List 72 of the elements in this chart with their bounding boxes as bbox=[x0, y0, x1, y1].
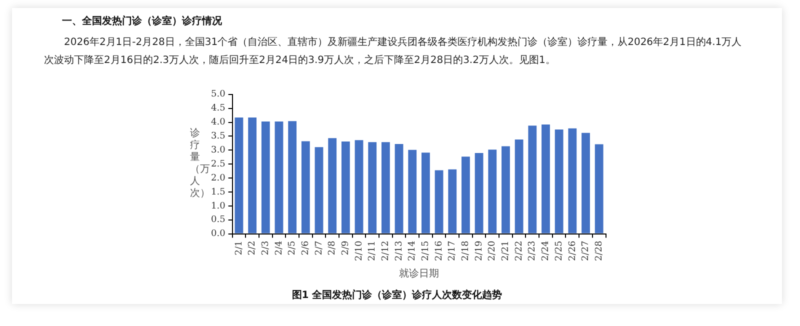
y-tick-label: 5.0 bbox=[210, 90, 226, 100]
bar bbox=[274, 121, 284, 234]
bar bbox=[408, 150, 417, 234]
bar bbox=[582, 132, 590, 234]
bar bbox=[514, 140, 524, 234]
y-tick-label: 3.5 bbox=[210, 132, 226, 142]
bar bbox=[422, 152, 430, 234]
bar bbox=[328, 138, 337, 234]
caption: 图1 全国发热门诊（诊室）诊疗人次数变化趋势 bbox=[290, 288, 504, 302]
bar bbox=[502, 146, 510, 234]
x-tick-label: 2/18 bbox=[461, 240, 472, 262]
y-tick-label: 0.0 bbox=[210, 229, 226, 240]
x-tick-label: 2/27 bbox=[581, 240, 592, 262]
x-tick-label: 2/10 bbox=[354, 240, 364, 262]
y-tick-label: 4.0 bbox=[210, 118, 226, 128]
bar bbox=[288, 121, 297, 234]
x-tick-label: 2/28 bbox=[594, 240, 604, 262]
bar bbox=[554, 130, 564, 234]
x-tick-label: 2/13 bbox=[394, 240, 404, 262]
x-tick-label: 2/1 bbox=[234, 240, 244, 256]
bar bbox=[448, 169, 457, 234]
y-tick-label: 4.5 bbox=[210, 104, 226, 114]
y-tick-label: 2.5 bbox=[210, 159, 226, 170]
bar bbox=[301, 141, 310, 234]
text: 一、全国发热门诊（诊室）诊疗情况 bbox=[62, 14, 222, 28]
x-tick-label: 2/22 bbox=[514, 240, 524, 262]
bar bbox=[462, 156, 470, 234]
x-tick-label: 2/6 bbox=[301, 240, 312, 256]
x-tick-label: 2/15 bbox=[421, 240, 432, 262]
x-tick-label: 2/21 bbox=[501, 240, 512, 262]
x-tick-label: 2/17 bbox=[448, 240, 458, 262]
bar bbox=[488, 150, 497, 234]
y-tick-label: 1.0 bbox=[210, 201, 226, 212]
bar bbox=[234, 118, 244, 234]
y-tick-label: 2.0 bbox=[210, 173, 226, 184]
y-tick-label: 1.5 bbox=[210, 187, 226, 198]
x-tick-label: 2/11 bbox=[368, 240, 378, 262]
y-axis-title: 诊疗量（万人次） bbox=[190, 128, 210, 200]
x-tick-label: 2/23 bbox=[528, 240, 538, 262]
bar bbox=[594, 144, 604, 234]
bar bbox=[261, 121, 270, 234]
x-tick-label: 2/16 bbox=[434, 240, 444, 262]
bar bbox=[248, 118, 257, 234]
x-tick-label: 2/12 bbox=[381, 240, 392, 262]
x-tick-label: 2/2 bbox=[248, 240, 258, 256]
x-tick-label: 2/4 bbox=[274, 240, 284, 256]
bar bbox=[528, 126, 537, 234]
bar bbox=[474, 152, 484, 234]
bar bbox=[568, 128, 577, 234]
y-tick-label: 0.5 bbox=[210, 215, 226, 226]
x-tick-label: 2/5 bbox=[288, 240, 298, 256]
x-tick-label: 2/8 bbox=[328, 240, 338, 256]
bar bbox=[394, 144, 404, 234]
x-tick-label: 2/25 bbox=[554, 240, 564, 262]
x-tick-label: 2/7 bbox=[314, 240, 324, 256]
bar bbox=[542, 124, 550, 234]
x-tick-label: 2/20 bbox=[488, 240, 498, 262]
x-tick-label: 2/14 bbox=[408, 240, 418, 262]
x-tick-label: 2/24 bbox=[541, 240, 552, 262]
x-tick-label: 2/9 bbox=[341, 240, 352, 256]
bar bbox=[341, 142, 350, 234]
x-axis-title: 就诊日期 bbox=[399, 268, 440, 280]
y-tick-label: 3.0 bbox=[210, 146, 226, 156]
x-tick-label: 2/26 bbox=[568, 240, 578, 262]
bar bbox=[434, 170, 444, 234]
x-tick-label: 2/19 bbox=[474, 240, 484, 262]
bar bbox=[314, 147, 324, 234]
x-tick-label: 2/3 bbox=[261, 240, 271, 256]
bar bbox=[381, 142, 390, 234]
bar bbox=[354, 140, 364, 234]
bar bbox=[368, 142, 377, 234]
chart-subtitle: 2026年2月1日-2月28日，全国31个省（自治区、直辖市）及新疆生产建设兵团各级各类医疗机构发热门诊（诊室）诊疗量，从2026年2月1日的4.1万人次波动下降至2月16日的2.3万人次，随后回升至2月24日的3.9万人次，之后下降至2月28日的3.2万人次。见图1。 bbox=[44, 36, 743, 68]
